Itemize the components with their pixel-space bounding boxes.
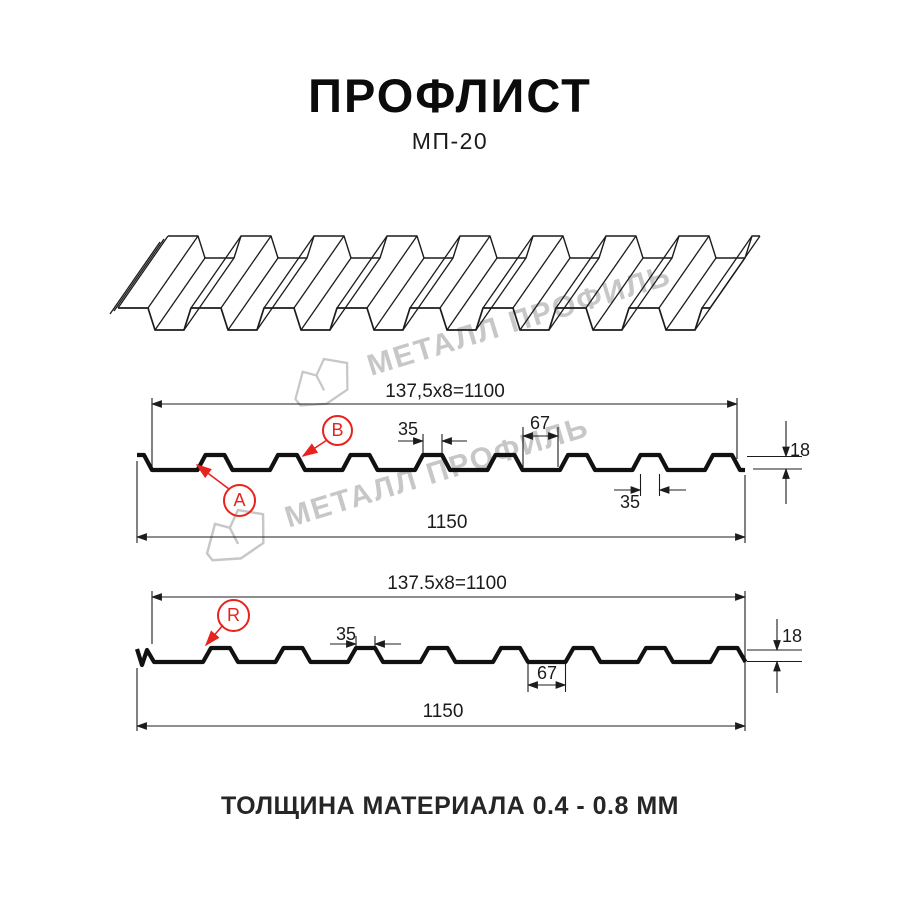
dim-overall-width-bottom: 1150	[422, 701, 464, 722]
dim-trough-width-bottom: 67	[536, 663, 558, 683]
callout-a-badge: A	[223, 484, 256, 517]
cross-section-1-dimensions	[135, 398, 802, 543]
dim-overall-formula-top: 137,5x8=1100	[385, 381, 505, 402]
callout-a-letter: A	[233, 490, 246, 510]
material-thickness-note: ТОЛЩИНА МАТЕРИАЛА 0.4 - 0.8 ММ	[221, 792, 679, 820]
dim-rib-width-bottom-right: 35	[619, 492, 641, 512]
dim-height-top: 18	[790, 440, 811, 460]
callout-r-arrow	[204, 624, 224, 647]
dim-overall-width-top: 1150	[426, 512, 468, 533]
dim-trough-width-top: 67	[529, 413, 551, 433]
callout-b-arrow	[301, 439, 328, 457]
callout-r-badge: R	[217, 599, 250, 632]
callout-a-arrow	[195, 464, 230, 490]
dim-rib-width-top: 35	[397, 419, 419, 439]
dim-rib-width-bottom: 35	[335, 624, 357, 644]
callout-b-letter: B	[331, 420, 344, 440]
cross-section-1-profile	[137, 452, 745, 473]
dim-overall-formula-bottom: 137.5x8=1100	[387, 573, 507, 594]
cross-section-2-profile	[134, 645, 748, 668]
cross-section-2-dimensions	[135, 591, 802, 731]
callout-leaders	[195, 439, 328, 647]
page-title: ПРОФЛИСТ	[308, 69, 592, 122]
profile-3d-wireframe	[109, 235, 761, 331]
profile-model-name: МП-20	[411, 128, 489, 154]
callout-r-letter: R	[227, 605, 240, 625]
callout-b-badge: B	[322, 415, 353, 446]
dim-height-bottom: 18	[782, 626, 803, 646]
